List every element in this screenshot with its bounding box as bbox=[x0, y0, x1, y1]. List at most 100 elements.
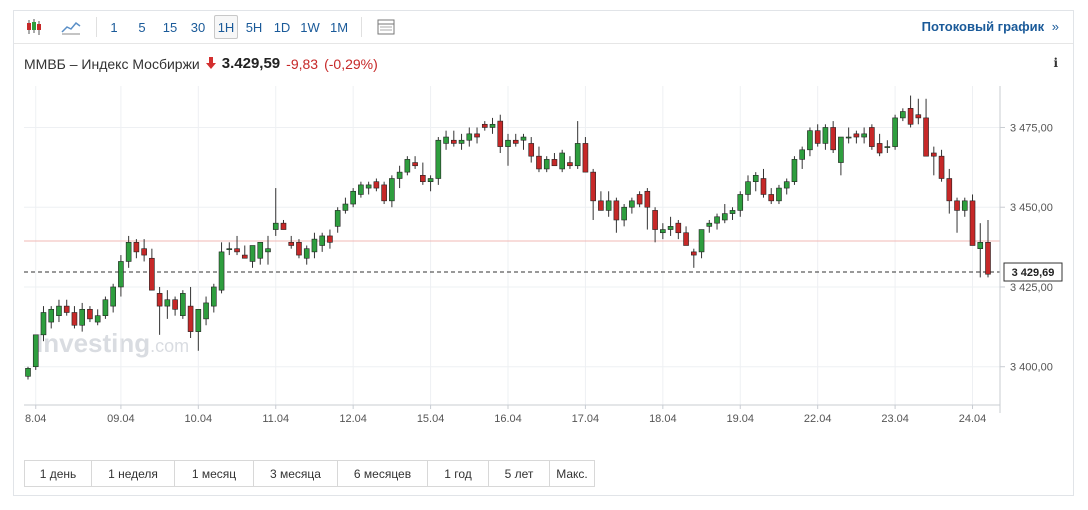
candle-up bbox=[667, 226, 674, 230]
candle-up bbox=[272, 222, 279, 230]
instrument-name: ММВБ – Индекс Мосбиржи bbox=[24, 55, 200, 72]
candle-down bbox=[187, 305, 194, 332]
candle-down bbox=[156, 293, 163, 307]
area-chart-icon[interactable] bbox=[58, 15, 84, 39]
candle-up bbox=[845, 136, 852, 139]
interval-5m[interactable]: 5 bbox=[138, 19, 146, 35]
candle-up bbox=[319, 235, 325, 246]
candle-up bbox=[977, 242, 984, 249]
x-tick-label: 12.04 bbox=[339, 413, 367, 425]
x-tick-label: 8.04 bbox=[25, 413, 46, 425]
widget-frame bbox=[13, 10, 1074, 496]
candle-up bbox=[125, 242, 132, 262]
candle-up bbox=[350, 190, 356, 205]
arrow-down-icon bbox=[205, 56, 216, 72]
candle-down bbox=[71, 312, 78, 326]
candle-up bbox=[605, 200, 612, 211]
candle-down bbox=[234, 248, 240, 253]
x-tick-label: 18.04 bbox=[649, 413, 677, 425]
x-tick-label: 19.04 bbox=[726, 413, 754, 425]
candle-up bbox=[629, 200, 635, 208]
streaming-chart-label: Потоковый график bbox=[921, 19, 1045, 34]
info-icon[interactable]: i bbox=[1053, 56, 1058, 70]
candle-down bbox=[598, 200, 604, 211]
instrument-header: ММВБ – Индекс Мосбиржи 3.429,59 -9,83 (-… bbox=[24, 55, 378, 72]
candle-up bbox=[249, 245, 256, 262]
candle-up bbox=[838, 136, 844, 163]
y-tick-label: 3 450,00 bbox=[1010, 202, 1053, 214]
interval-1w[interactable]: 1W bbox=[300, 19, 320, 35]
candle-up bbox=[303, 248, 310, 259]
candle-up bbox=[257, 242, 264, 259]
range-5-years[interactable]: 5 лет bbox=[489, 461, 550, 486]
candle-down bbox=[63, 305, 70, 313]
x-tick-label: 10.04 bbox=[185, 413, 213, 425]
interval-1d[interactable]: 1D bbox=[273, 19, 291, 35]
price-change-percent: (-0,29%) bbox=[324, 55, 378, 72]
y-tick-label: 3 400,00 bbox=[1010, 362, 1053, 374]
candle-up bbox=[211, 286, 217, 307]
candle-up bbox=[745, 181, 751, 195]
x-tick-label: 16.04 bbox=[494, 413, 522, 425]
candle-up bbox=[520, 136, 527, 141]
candle-up bbox=[427, 178, 434, 182]
interval-30m[interactable]: 30 bbox=[190, 19, 206, 35]
candlestick-chart[interactable]: Investing.com 3 400,003 425,003 450,003 … bbox=[0, 0, 1088, 455]
candle-up bbox=[807, 130, 813, 151]
candle-up bbox=[900, 111, 906, 119]
candle-up bbox=[226, 248, 233, 250]
candle-up bbox=[180, 293, 186, 316]
x-tick-label: 17.04 bbox=[572, 413, 600, 425]
range-1-day[interactable]: 1 день bbox=[25, 461, 92, 486]
candle-down bbox=[474, 133, 480, 138]
chevron-right-icon: » bbox=[1051, 19, 1059, 34]
interval-1mo[interactable]: 1M bbox=[329, 19, 349, 35]
candle-up bbox=[334, 210, 341, 227]
interval-15m[interactable]: 15 bbox=[162, 19, 178, 35]
candle-down bbox=[451, 139, 457, 144]
instrument-price: 3.429,59 bbox=[221, 55, 281, 72]
candle-up bbox=[714, 216, 720, 224]
candle-up bbox=[365, 184, 372, 189]
table-view-icon[interactable] bbox=[374, 15, 398, 39]
candle-down bbox=[381, 184, 387, 202]
candle-up bbox=[752, 175, 759, 183]
range-selector: 1 день 1 неделя 1 месяц 3 месяца 6 месяц… bbox=[24, 460, 595, 487]
candle-up bbox=[884, 146, 891, 148]
range-3-months[interactable]: 3 месяца bbox=[254, 461, 338, 486]
candle-down bbox=[497, 120, 504, 147]
range-max[interactable]: Макс. bbox=[556, 466, 588, 481]
candle-down bbox=[149, 257, 155, 291]
candle-up bbox=[396, 171, 403, 179]
candle-up bbox=[311, 238, 318, 253]
candle-down bbox=[512, 139, 519, 144]
candle-down bbox=[567, 162, 573, 167]
candle-down bbox=[551, 159, 558, 167]
candle-down bbox=[528, 143, 535, 157]
candle-down bbox=[876, 143, 883, 154]
interval-5h[interactable]: 5H bbox=[245, 19, 263, 35]
range-1-year[interactable]: 1 год bbox=[428, 461, 489, 486]
candle-up bbox=[25, 368, 31, 377]
chart-candles bbox=[25, 95, 991, 380]
candle-down bbox=[985, 242, 991, 275]
interval-1m[interactable]: 1 bbox=[110, 19, 118, 35]
candle-up bbox=[574, 143, 581, 167]
candle-down bbox=[536, 155, 542, 170]
range-1-week[interactable]: 1 неделя bbox=[92, 461, 175, 486]
candle-down bbox=[172, 299, 178, 310]
candle-up bbox=[404, 159, 411, 173]
candle-up bbox=[102, 299, 109, 316]
candle-down bbox=[946, 178, 953, 202]
x-tick-label: 23.04 bbox=[881, 413, 909, 425]
candle-up bbox=[698, 229, 705, 253]
candle-up bbox=[358, 184, 364, 195]
interval-1h[interactable]: 1H bbox=[214, 15, 238, 39]
candle-down bbox=[644, 190, 651, 208]
range-1-month[interactable]: 1 месяц bbox=[175, 461, 254, 486]
range-6-months[interactable]: 6 месяцев bbox=[338, 461, 428, 486]
candlestick-chart-icon[interactable] bbox=[22, 15, 46, 39]
current-price-box bbox=[1003, 262, 1063, 282]
streaming-chart-link[interactable]: Потоковый график » bbox=[922, 19, 1059, 34]
candle-up bbox=[110, 286, 116, 307]
